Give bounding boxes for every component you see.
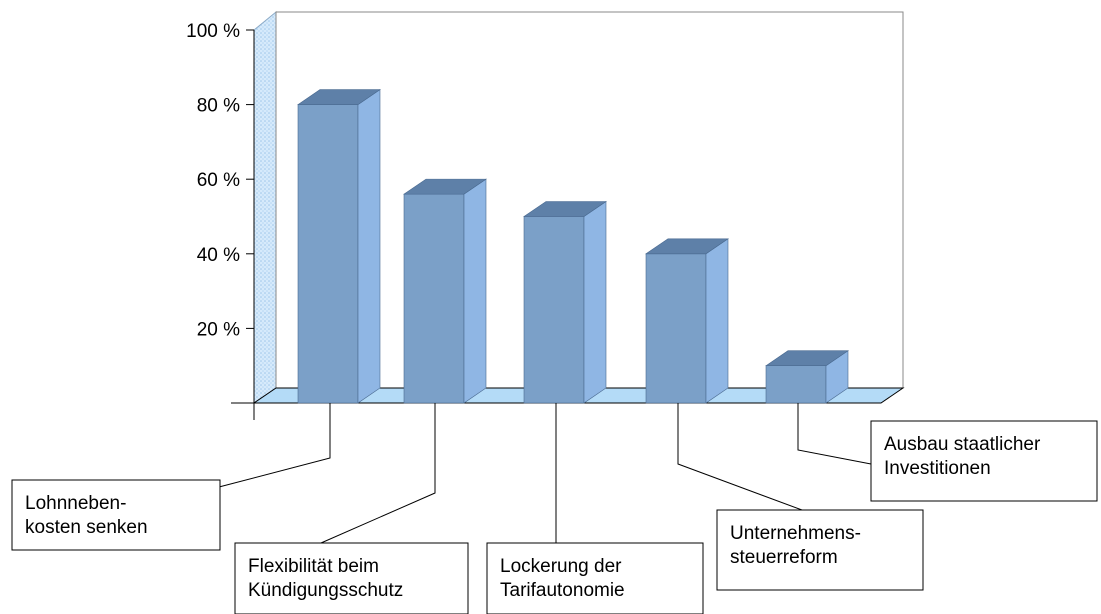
bar <box>523 200 607 404</box>
y-tick-label: 80 % <box>197 96 240 117</box>
category-label: Ausbau staatlicher <box>884 434 1041 455</box>
left-wall <box>253 10 277 404</box>
callout-box <box>716 509 924 591</box>
category-callout: Lockerung der Tarifautonomie <box>486 403 704 614</box>
y-tick-label: 20 % <box>197 319 240 340</box>
bar <box>765 350 849 404</box>
y-axis: 20 % 40 % 60 % 80 % 100 % <box>186 21 255 420</box>
bar-top <box>645 238 729 255</box>
bar-front <box>297 104 359 404</box>
bar <box>403 178 487 404</box>
y-tick-label: 100 % <box>186 21 240 42</box>
category-label: kosten senken <box>25 517 148 538</box>
bar-front <box>403 193 465 404</box>
bar-side <box>705 238 729 404</box>
bar-top <box>765 350 849 367</box>
category-callout: Lohnneben-kosten senken <box>11 403 331 551</box>
category-label: Flexibilität beim <box>248 556 379 577</box>
y-tick-label: 40 % <box>197 245 240 266</box>
callout-box <box>234 542 469 614</box>
category-label: Unternehmens- <box>730 523 861 544</box>
bar <box>645 238 729 404</box>
category-label: Investitionen <box>884 458 991 479</box>
callout-box <box>11 479 221 551</box>
category-label: Kündigungsschutz <box>248 580 403 601</box>
bar-top <box>403 178 487 195</box>
callout-leader-line <box>797 403 872 465</box>
bar-side <box>357 89 381 404</box>
bar-front <box>765 365 827 404</box>
bar-top <box>523 201 607 217</box>
bar-front <box>645 253 707 404</box>
callout-leader-line <box>320 403 436 544</box>
bar-side <box>463 178 487 404</box>
y-tick-label: 60 % <box>197 170 240 191</box>
category-label: Tarifautonomie <box>500 580 625 601</box>
category-callout: Unternehmens-steuerreform <box>677 403 924 591</box>
bar-top <box>297 89 381 105</box>
bar-front <box>523 216 585 404</box>
category-label: Lockerung der <box>500 556 622 577</box>
bars <box>297 89 849 404</box>
callout-box <box>870 420 1098 502</box>
category-label: Lohnneben- <box>25 493 126 514</box>
callout-leader-line <box>218 403 331 488</box>
category-label: steuerreform <box>730 547 838 568</box>
category-callout: Flexibilität beim Kündigungsschutz <box>234 403 469 614</box>
category-callout: Ausbau staatlicher Investitionen <box>797 403 1098 502</box>
callout-box <box>486 542 704 614</box>
bar-side <box>583 200 607 404</box>
bar <box>297 89 381 404</box>
callout-leader-line <box>677 403 803 511</box>
